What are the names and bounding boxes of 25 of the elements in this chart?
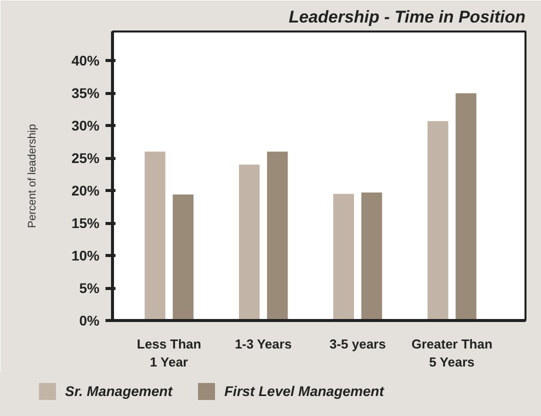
legend-label: Sr. Management [65,382,172,401]
y-tick-label: 15% [71,215,100,232]
x-tick-label: Less Than 1 Year [136,336,202,370]
x-tick-label: 3-5 years [329,336,386,352]
bar [267,152,288,320]
y-tick-label: 40% [71,52,100,69]
y-tick-label: 25% [71,150,100,166]
legend-label: First Level Management [224,382,384,401]
bar [333,194,354,320]
bar [428,121,448,320]
y-tick-label: 30% [71,118,100,134]
x-tick-label: 1-3 Years [234,336,292,352]
bar [456,93,476,320]
y-tick-label: 5% [79,280,100,296]
bar [144,152,166,320]
y-tick-label: 20% [71,182,100,199]
bar [238,164,260,320]
y-axis-title: Percent of leadership [26,124,38,228]
y-tick-label: 35% [71,85,100,102]
y-tick-label: 10% [71,248,100,264]
bar [361,192,382,320]
bar [172,194,194,320]
chart-title: Leadership - Time in Position [288,8,526,26]
x-tick-label: Greater Than 5 Years [411,336,492,370]
y-tick-label: 0% [79,312,100,328]
